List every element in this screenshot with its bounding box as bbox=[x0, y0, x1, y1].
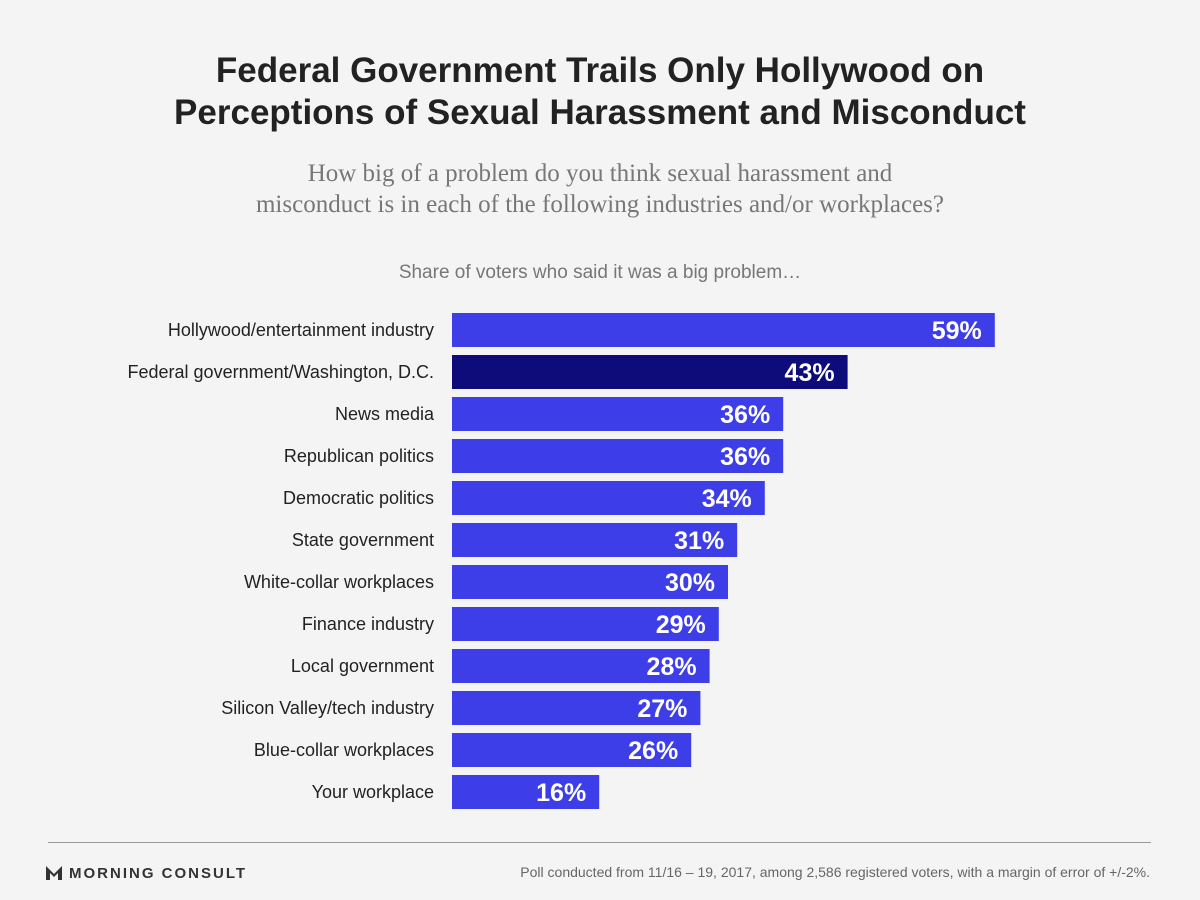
category-label-news-media: News media bbox=[335, 404, 435, 424]
bar-republican-politics bbox=[452, 439, 784, 473]
title-line-2: Perceptions of Sexual Harassment and Mis… bbox=[174, 93, 1026, 132]
category-label-blue-collar-workplaces: Blue-collar workplaces bbox=[254, 740, 434, 760]
footnote: Poll conducted from 11/16 – 19, 2017, am… bbox=[520, 864, 1150, 880]
value-label-local-government: 28% bbox=[647, 653, 697, 681]
category-label-local-government: Local government bbox=[291, 656, 434, 676]
bar-news-media bbox=[452, 397, 784, 431]
chart-title: Federal Government Trails Only Hollywood… bbox=[0, 50, 1200, 134]
value-label-your-workplace: 16% bbox=[536, 779, 586, 807]
category-label-white-collar-workplaces: White-collar workplaces bbox=[244, 572, 434, 592]
footer-divider bbox=[48, 842, 1151, 843]
value-label-federal-government-washington-d-c: 43% bbox=[785, 359, 835, 387]
bar-white-collar-workplaces bbox=[452, 565, 728, 599]
brand-logo: MORNING CONSULT bbox=[46, 862, 247, 884]
category-label-hollywood-entertainment-industry: Hollywood/entertainment industry bbox=[168, 320, 434, 340]
category-label-your-workplace: Your workplace bbox=[312, 782, 434, 802]
value-label-blue-collar-workplaces: 26% bbox=[628, 737, 678, 765]
value-label-republican-politics: 36% bbox=[720, 443, 770, 471]
bar-hollywood-entertainment-industry bbox=[452, 313, 995, 347]
chart-caption: Share of voters who said it was a big pr… bbox=[398, 262, 802, 283]
category-label-federal-government-washington-d-c: Federal government/Washington, D.C. bbox=[128, 362, 434, 382]
bar-state-government bbox=[452, 523, 738, 557]
bar-finance-industry bbox=[452, 607, 719, 641]
chart-subtitle: How big of a problem do you think sexual… bbox=[0, 158, 1200, 220]
category-label-state-government: State government bbox=[292, 530, 434, 550]
value-label-white-collar-workplaces: 30% bbox=[665, 569, 715, 597]
bar-democratic-politics bbox=[452, 481, 765, 515]
value-label-news-media: 36% bbox=[720, 401, 770, 429]
title-line-1: Federal Government Trails Only Hollywood… bbox=[215, 51, 985, 90]
bar-federal-government-washington-d-c bbox=[452, 355, 848, 389]
value-label-silicon-valley-tech-industry: 27% bbox=[637, 695, 687, 723]
value-label-hollywood-entertainment-industry: 59% bbox=[932, 317, 982, 345]
category-label-republican-politics: Republican politics bbox=[284, 446, 434, 466]
value-label-state-government: 31% bbox=[674, 527, 724, 555]
bar-your-workplace bbox=[452, 775, 600, 809]
subtitle-line-1: How big of a problem do you think sexual… bbox=[307, 160, 893, 187]
value-label-democratic-politics: 34% bbox=[702, 485, 752, 513]
category-label-finance-industry: Finance industry bbox=[302, 614, 434, 634]
morning-consult-m-icon bbox=[46, 866, 62, 880]
value-label-finance-industry: 29% bbox=[656, 611, 706, 639]
brand-name: MORNING CONSULT bbox=[69, 864, 248, 882]
bar-silicon-valley-tech-industry bbox=[452, 691, 701, 725]
subtitle-line-2: misconduct is in each of the following i… bbox=[255, 191, 945, 218]
category-label-silicon-valley-tech-industry: Silicon Valley/tech industry bbox=[221, 698, 434, 718]
category-label-democratic-politics: Democratic politics bbox=[283, 488, 434, 508]
bar-local-government bbox=[452, 649, 710, 683]
bar-blue-collar-workplaces bbox=[452, 733, 692, 767]
